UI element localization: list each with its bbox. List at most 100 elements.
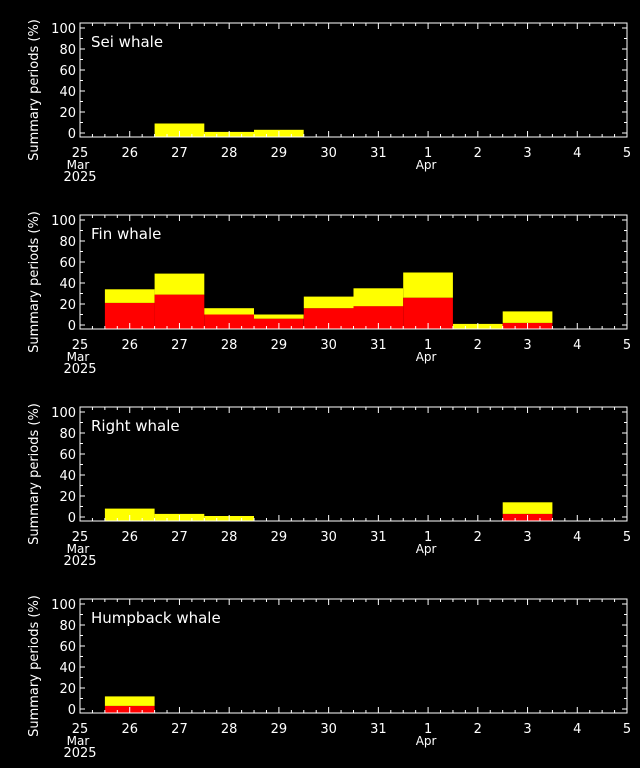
y-axis-label: Summary periods (%) bbox=[27, 19, 42, 161]
chart-title: Right whale bbox=[91, 417, 180, 435]
x-tick-label: 3 bbox=[523, 146, 531, 161]
x-tick-label: 27 bbox=[171, 722, 188, 737]
x-month-label: Mar bbox=[67, 350, 90, 364]
y-tick-label: 0 bbox=[68, 127, 76, 142]
y-tick-label: 0 bbox=[68, 319, 76, 334]
y-tick-label: 100 bbox=[51, 22, 76, 37]
x-tick-label: 31 bbox=[370, 722, 387, 737]
x-tick-label: 30 bbox=[320, 338, 337, 353]
x-tick-label: 3 bbox=[523, 530, 531, 545]
x-tick-label: 2 bbox=[474, 722, 482, 737]
x-tick-label: 27 bbox=[171, 146, 188, 161]
x-tick-label: 30 bbox=[320, 530, 337, 545]
y-tick-label: 0 bbox=[68, 511, 76, 526]
x-tick-label: 28 bbox=[221, 722, 238, 737]
y-tick-label: 40 bbox=[59, 277, 76, 292]
x-tick-label: 25 bbox=[72, 530, 89, 545]
y-tick-label: 100 bbox=[51, 406, 76, 421]
chart-title: Sei whale bbox=[91, 33, 163, 51]
y-tick-label: 60 bbox=[59, 640, 76, 655]
x-tick-label: 1 bbox=[424, 722, 432, 737]
y-tick-label: 40 bbox=[59, 469, 76, 484]
y-tick-label: 0 bbox=[68, 703, 76, 718]
x-tick-label: 5 bbox=[623, 338, 631, 353]
bar-detected bbox=[204, 314, 254, 329]
bar-possibly bbox=[502, 311, 553, 323]
bar-possibly bbox=[502, 502, 553, 514]
bar-possibly bbox=[303, 296, 354, 309]
y-tick-label: 80 bbox=[59, 235, 76, 250]
x-tick-label: 1 bbox=[424, 530, 432, 545]
y-tick-label: 60 bbox=[59, 256, 76, 271]
x-tick-label: 30 bbox=[320, 146, 337, 161]
x-month-label: Apr bbox=[416, 734, 437, 748]
bar-possibly bbox=[104, 508, 155, 521]
x-tick-label: 26 bbox=[121, 722, 138, 737]
bar-detected bbox=[303, 308, 354, 329]
x-tick-label: 31 bbox=[370, 146, 387, 161]
y-axis-label: Summary periods (%) bbox=[27, 211, 42, 353]
x-tick-label: 3 bbox=[523, 722, 531, 737]
chart-title: Fin whale bbox=[91, 225, 161, 243]
x-month-label: Mar bbox=[67, 158, 90, 172]
x-tick-label: 4 bbox=[573, 338, 581, 353]
bar-possibly bbox=[104, 289, 155, 303]
x-year-label: 2025 bbox=[63, 746, 96, 761]
x-year-label: 2025 bbox=[63, 554, 96, 569]
bar-possibly bbox=[353, 288, 404, 307]
x-tick-label: 29 bbox=[271, 146, 288, 161]
chart-title: Humpback whale bbox=[91, 609, 221, 627]
x-tick-label: 1 bbox=[424, 146, 432, 161]
x-tick-label: 31 bbox=[370, 338, 387, 353]
x-tick-label: 4 bbox=[573, 530, 581, 545]
x-month-label: Apr bbox=[416, 542, 437, 556]
y-tick-label: 60 bbox=[59, 448, 76, 463]
x-tick-label: 3 bbox=[523, 338, 531, 353]
x-month-label: Apr bbox=[416, 350, 437, 364]
x-year-label: 2025 bbox=[63, 362, 96, 377]
x-tick-label: 4 bbox=[573, 146, 581, 161]
x-tick-label: 5 bbox=[623, 146, 631, 161]
x-tick-label: 27 bbox=[171, 338, 188, 353]
y-tick-label: 40 bbox=[59, 661, 76, 676]
y-tick-label: 20 bbox=[59, 106, 76, 121]
y-tick-label: 80 bbox=[59, 427, 76, 442]
y-tick-label: 40 bbox=[59, 85, 76, 100]
x-tick-label: 26 bbox=[121, 146, 138, 161]
x-tick-label: 2 bbox=[474, 530, 482, 545]
x-tick-label: 4 bbox=[573, 722, 581, 737]
y-tick-label: 20 bbox=[59, 682, 76, 697]
y-tick-label: 80 bbox=[59, 43, 76, 58]
bar-possibly bbox=[104, 696, 155, 706]
x-tick-label: 28 bbox=[221, 338, 238, 353]
bar-possibly bbox=[403, 272, 453, 298]
bar-possibly bbox=[254, 314, 304, 319]
x-tick-label: 31 bbox=[370, 530, 387, 545]
x-tick-label: 5 bbox=[623, 722, 631, 737]
x-month-label: Mar bbox=[67, 734, 90, 748]
x-tick-label: 30 bbox=[320, 722, 337, 737]
y-tick-label: 80 bbox=[59, 619, 76, 634]
x-tick-label: 26 bbox=[121, 530, 138, 545]
x-tick-label: 29 bbox=[271, 530, 288, 545]
x-month-label: Mar bbox=[67, 542, 90, 556]
bar-detected bbox=[353, 306, 404, 329]
y-axis-label: Summary periods (%) bbox=[27, 595, 42, 737]
y-tick-label: 100 bbox=[51, 598, 76, 613]
x-tick-label: 26 bbox=[121, 338, 138, 353]
y-axis-label: Summary periods (%) bbox=[27, 403, 42, 545]
x-tick-label: 29 bbox=[271, 338, 288, 353]
x-tick-label: 1 bbox=[424, 338, 432, 353]
bar-possibly bbox=[204, 308, 254, 315]
x-tick-label: 25 bbox=[72, 146, 89, 161]
x-tick-label: 29 bbox=[271, 722, 288, 737]
x-tick-label: 2 bbox=[474, 146, 482, 161]
y-tick-label: 20 bbox=[59, 490, 76, 505]
x-year-label: 2025 bbox=[63, 170, 96, 185]
